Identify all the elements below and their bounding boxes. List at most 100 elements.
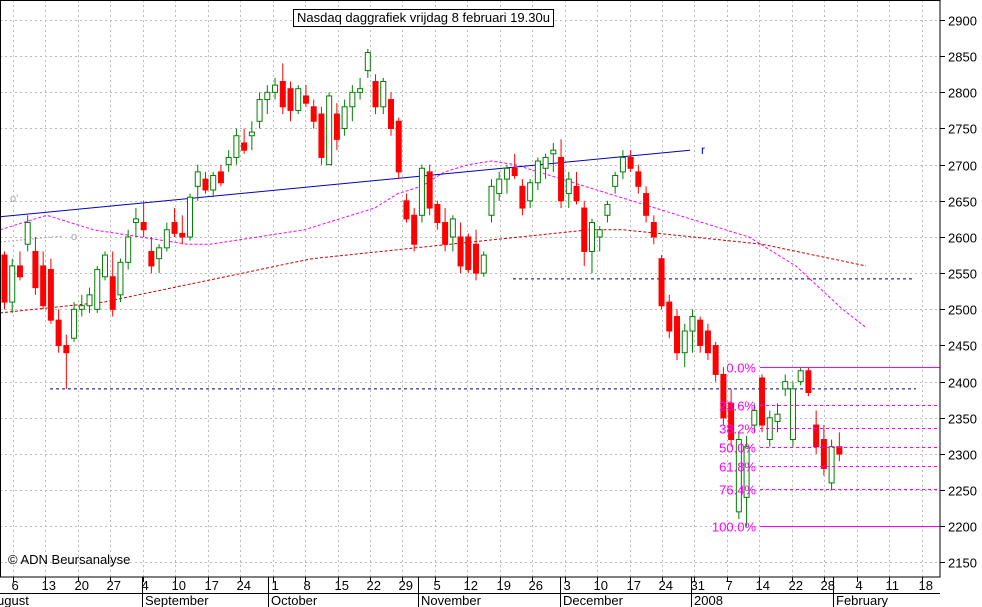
- trendline: [0, 149, 691, 218]
- candle-body: [697, 319, 704, 346]
- candle-body: [295, 88, 302, 111]
- x-day-label: 13: [42, 578, 56, 593]
- candle-body: [101, 254, 108, 278]
- candle-body: [704, 330, 711, 354]
- fibonacci-level-label: 76.4%: [719, 483, 756, 498]
- candle-body: [813, 424, 820, 448]
- candle-body: [619, 156, 626, 173]
- candle-body: [457, 236, 464, 267]
- x-day-label: 20: [75, 578, 89, 593]
- x-day-label: 28: [821, 578, 835, 593]
- candle-body: [326, 95, 333, 166]
- moving-average-short-line: [0, 160, 867, 328]
- fibonacci-level-label: 61.8%: [719, 460, 756, 475]
- candle-body: [503, 167, 510, 180]
- candle-body: [272, 84, 279, 93]
- candle-body: [527, 182, 534, 202]
- candle-body: [596, 229, 603, 238]
- x-day-label: 4: [856, 578, 863, 593]
- candle-body: [627, 156, 634, 169]
- candle-body: [720, 373, 727, 419]
- candle-body: [310, 106, 317, 122]
- candle-body: [279, 80, 286, 108]
- candle-body: [78, 305, 85, 310]
- candle-body: [372, 80, 379, 108]
- y-tick-label: 2850: [948, 50, 977, 65]
- x-day-label: 10: [594, 578, 608, 593]
- y-tick-label: 2600: [948, 231, 977, 246]
- candle-body: [743, 446, 750, 498]
- candle-body: [194, 171, 201, 187]
- candle-body: [550, 149, 557, 155]
- candle-body: [643, 193, 650, 216]
- moving-averages: [0, 160, 867, 328]
- candle-body: [179, 232, 186, 238]
- y-tick-label: 2350: [948, 412, 977, 427]
- y-tick-label: 2500: [948, 303, 977, 318]
- candle-body: [728, 402, 735, 441]
- candle-body: [233, 135, 240, 158]
- fibonacci-levels: 0.0% 23.6% 38.2% 50.0% 61.8% 76.4% 100.0%: [712, 361, 940, 535]
- x-day-label: 29: [399, 578, 413, 593]
- y-tick-label: 2300: [948, 448, 977, 463]
- candle-body: [318, 113, 325, 158]
- x-day-label: 3: [564, 578, 571, 593]
- candle-body: [418, 167, 425, 216]
- x-day-label: 22: [789, 578, 803, 593]
- y-tick-label: 2150: [948, 556, 977, 571]
- x-day-label: 6: [12, 578, 19, 593]
- candle-body: [519, 185, 526, 209]
- y-tick-label: 2400: [948, 376, 977, 391]
- chart-title: Nasdaq daggrafiek vrijdag 8 februari 19.…: [293, 9, 554, 27]
- y-tick-label: 2250: [948, 484, 977, 499]
- candle-body: [465, 236, 472, 271]
- moving-average-long-line: [0, 229, 867, 314]
- candle-body: [241, 142, 248, 151]
- candle-body: [156, 247, 163, 260]
- x-day-label: 5: [434, 578, 441, 593]
- x-day-label: 7: [726, 578, 733, 593]
- candle-body: [217, 171, 224, 184]
- fibonacci-level-label: 0.0%: [726, 361, 756, 376]
- x-day-label: 27: [107, 578, 121, 593]
- x-day-label: 15: [335, 578, 349, 593]
- candle-body: [674, 316, 681, 354]
- candle-body: [581, 207, 588, 252]
- candle-body: [71, 308, 78, 339]
- candle-body: [364, 52, 371, 72]
- plot-frame: [0, 0, 941, 578]
- candle-body: [63, 344, 70, 354]
- candle-body: [565, 178, 572, 195]
- candle-body: [735, 439, 742, 513]
- side-label: o': [10, 193, 18, 205]
- candle-body: [264, 91, 271, 101]
- candle-body: [612, 175, 619, 187]
- candle-body: [163, 229, 170, 249]
- x-day-label: 22: [367, 578, 381, 593]
- candle-body: [805, 370, 812, 393]
- candle-body: [635, 171, 642, 187]
- candle-body: [558, 156, 565, 202]
- side-label: o: [71, 231, 77, 243]
- candle-body: [349, 91, 356, 108]
- trend-and-levels: r o' o: [0, 143, 916, 390]
- x-month-label: December: [563, 593, 624, 607]
- candle-body: [442, 222, 449, 245]
- trendline-label: r: [701, 143, 705, 157]
- x-month-label: September: [145, 593, 209, 607]
- candles: [1, 48, 843, 527]
- candle-body: [9, 265, 16, 303]
- side-guide-line: [0, 235, 63, 243]
- candle-body: [302, 95, 309, 104]
- candle-body: [1, 254, 8, 303]
- candle-body: [751, 410, 758, 426]
- candle-body: [357, 88, 364, 93]
- x-day-label: 17: [627, 578, 641, 593]
- candle-body: [16, 265, 23, 278]
- candle-body: [47, 269, 54, 321]
- x-day-label: 11: [886, 578, 900, 593]
- x-month-label: 2008: [694, 593, 723, 607]
- candle-body: [828, 446, 835, 484]
- candle-body: [789, 388, 796, 441]
